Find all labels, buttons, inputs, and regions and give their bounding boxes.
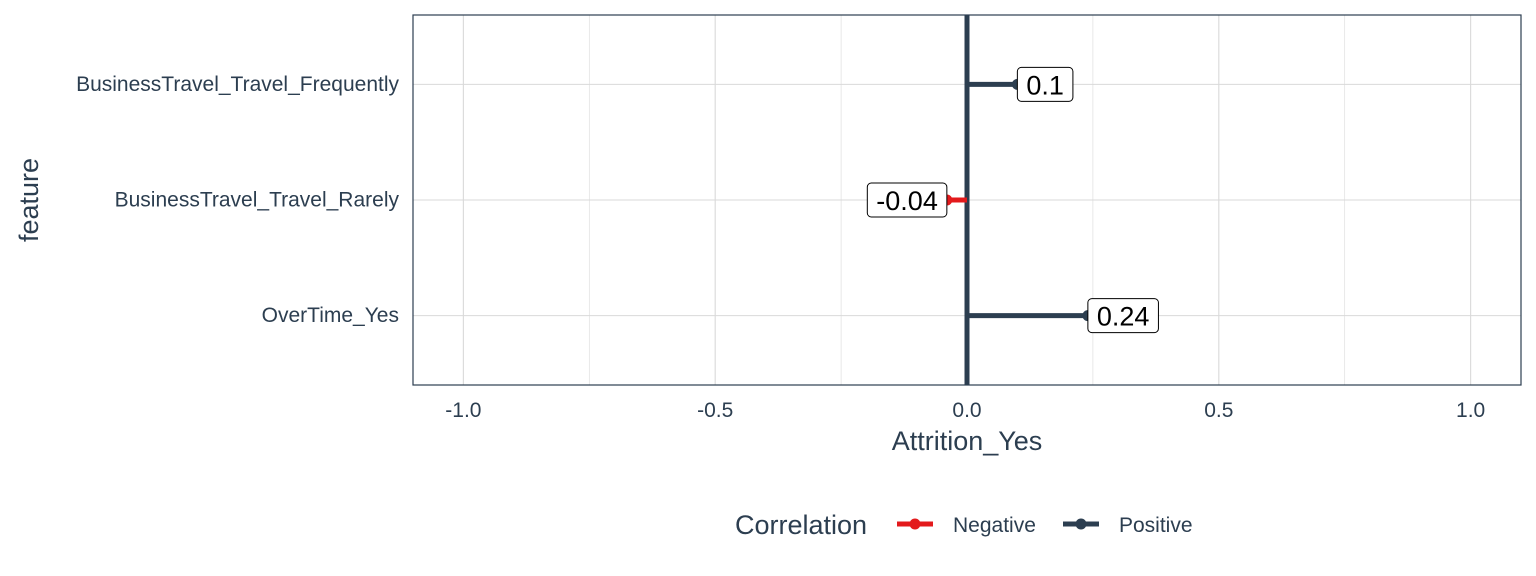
x-tick-label: 1.0: [1456, 399, 1485, 422]
legend-label: Negative: [953, 514, 1036, 537]
x-tick-labels: -1.0 -0.5 0.0 0.5 1.0: [445, 399, 1485, 422]
data-label-text: 0.1: [1026, 70, 1064, 100]
x-tick-label: 0.5: [1204, 399, 1233, 422]
legend-key-point: [909, 518, 921, 530]
x-axis-title: Attrition_Yes: [892, 426, 1043, 456]
data-label-text: -0.04: [876, 186, 938, 216]
y-tick-labels: BusinessTravel_Travel_Frequently Business…: [76, 73, 399, 327]
panel-border: [412, 14, 1522, 386]
data-label-box: [1087, 298, 1159, 334]
y-tick-label: OverTime_Yes: [262, 304, 399, 327]
x-tick-label: -1.0: [445, 399, 481, 422]
data-label-box: [1016, 66, 1074, 102]
data-label: 0.1: [1016, 66, 1074, 102]
legend-item: Negative: [897, 514, 1036, 537]
legend-items: Negative Positive: [897, 514, 1193, 537]
y-axis-title: feature: [14, 158, 44, 242]
data-label: -0.04: [866, 182, 948, 218]
legend-item: Positive: [1063, 514, 1193, 537]
y-tick-label: BusinessTravel_Travel_Rarely: [115, 189, 400, 212]
data-label-box: [866, 182, 948, 218]
legend-label: Positive: [1119, 514, 1193, 537]
x-tick-label: -0.5: [697, 399, 733, 422]
data-label-layer: 0.1 -0.04 0.24: [866, 66, 1159, 334]
x-tick-label: 0.0: [952, 399, 981, 422]
data-label-text: 0.24: [1097, 302, 1150, 332]
legend-key-point: [1075, 518, 1087, 530]
legend: Correlation Negative Positive: [735, 510, 1193, 540]
y-tick-label: BusinessTravel_Travel_Frequently: [76, 73, 399, 96]
data-label: 0.24: [1087, 298, 1159, 334]
legend-title: Correlation: [735, 510, 867, 540]
